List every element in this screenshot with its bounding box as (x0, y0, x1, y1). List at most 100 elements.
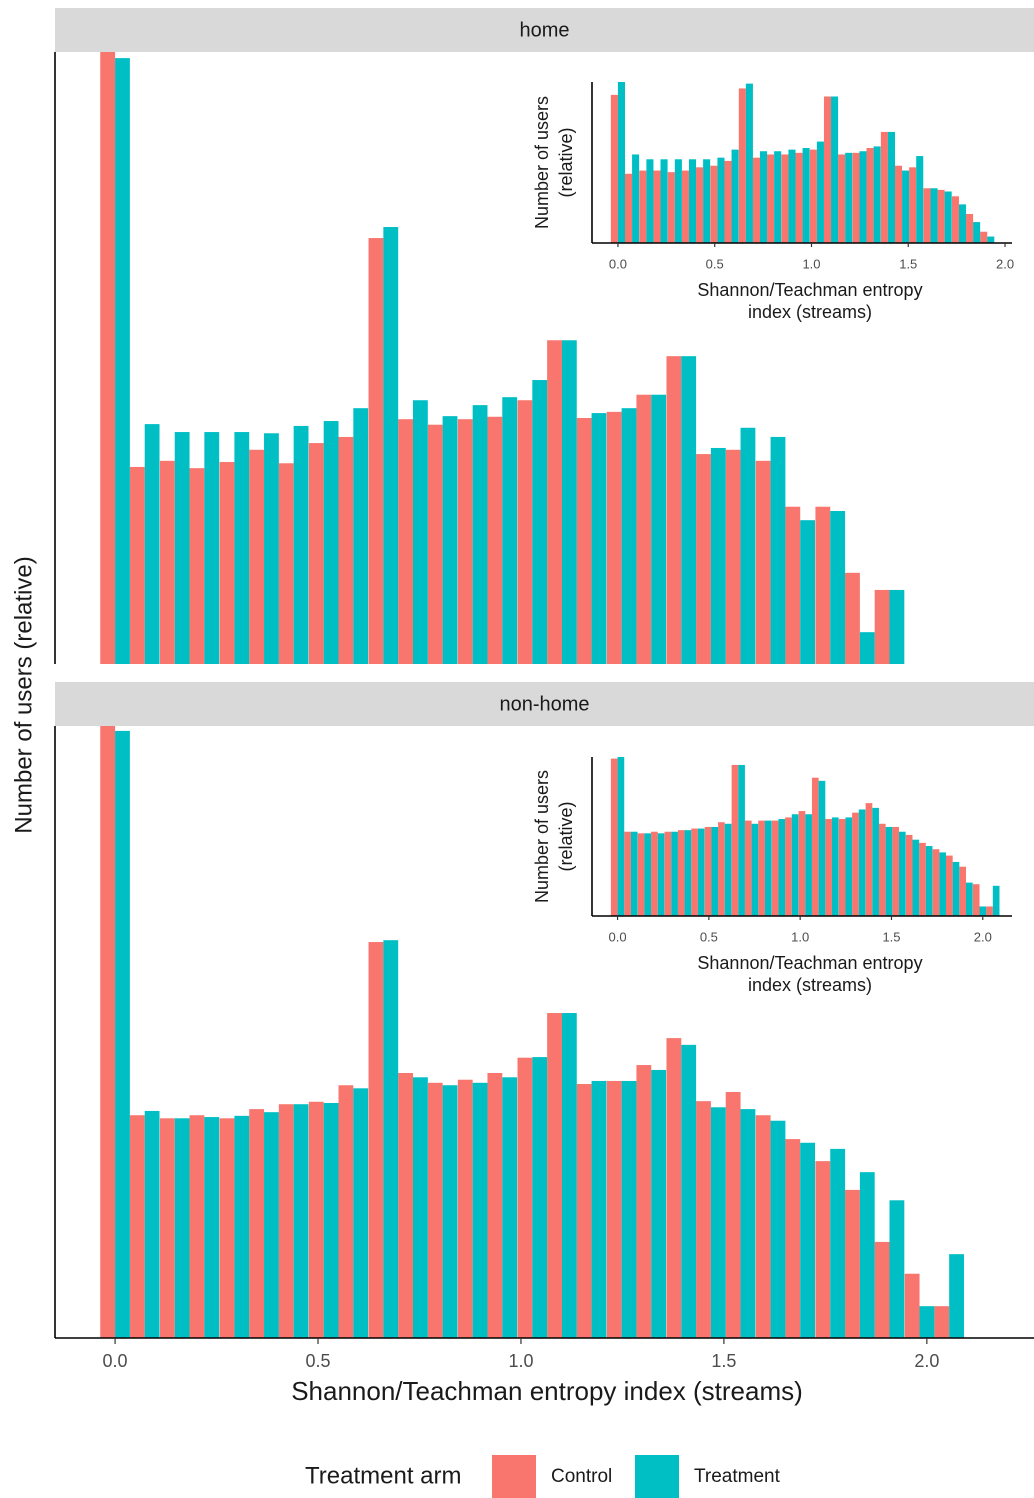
bar (785, 506, 801, 664)
bar (889, 1200, 905, 1338)
bar (845, 572, 860, 664)
x-tick-label: 0.0 (609, 256, 627, 271)
bar (731, 764, 739, 916)
legend-title: Treatment arm (305, 1462, 461, 1489)
bar (664, 831, 672, 916)
bar (774, 151, 782, 243)
bar (825, 819, 832, 916)
bar (874, 1241, 890, 1338)
bar (738, 764, 745, 916)
bar (688, 159, 697, 243)
bar (788, 149, 796, 243)
bar (606, 1080, 622, 1338)
bar (667, 172, 675, 243)
bar (234, 432, 250, 664)
bar (561, 1013, 577, 1338)
bar (646, 159, 654, 243)
bar (636, 394, 652, 664)
bar (905, 834, 913, 916)
x-tick-label: 1.0 (802, 256, 820, 271)
bar (100, 52, 116, 664)
bar (966, 214, 974, 243)
bar (815, 506, 831, 664)
x-tick-label: 0.5 (305, 1351, 330, 1371)
bar (383, 227, 399, 665)
inset-y-axis-label: Number of users (532, 96, 552, 229)
bar (859, 151, 867, 243)
bar (651, 831, 658, 916)
bar (427, 424, 443, 664)
bar (189, 468, 205, 664)
bar (591, 1080, 607, 1338)
x-tick-label: 0.0 (103, 1351, 128, 1371)
inset-y-axis-label: (relative) (556, 127, 576, 197)
bar (811, 777, 819, 916)
facet-label: non-home (499, 693, 589, 715)
bar (740, 427, 756, 664)
bar (264, 433, 279, 664)
bar (144, 1110, 160, 1338)
bar (621, 408, 637, 664)
bar (795, 152, 803, 243)
bar (751, 823, 759, 916)
x-tick-label: 2.0 (914, 1351, 939, 1371)
bar (952, 861, 960, 916)
bar (710, 447, 726, 664)
x-tick-label: 2.0 (974, 929, 992, 944)
bar (852, 812, 859, 916)
bar (637, 833, 645, 916)
bar (767, 154, 775, 243)
bar (800, 520, 816, 664)
bar (992, 885, 1000, 916)
bar (738, 88, 746, 243)
bar (923, 188, 931, 243)
x-tick-label: 1.5 (899, 256, 917, 271)
bar (278, 463, 294, 664)
bar (115, 730, 130, 1338)
bar (959, 866, 966, 916)
bar (785, 817, 792, 916)
bar (666, 1038, 682, 1338)
bar (249, 1109, 265, 1338)
bar (919, 1306, 935, 1338)
bar (625, 173, 633, 243)
bar (830, 1148, 846, 1338)
bar (770, 1120, 786, 1338)
legend-label: Control (551, 1466, 612, 1487)
bar (697, 828, 705, 916)
bar (878, 823, 886, 916)
bar (323, 421, 339, 664)
bar (710, 1107, 726, 1338)
bar (651, 1069, 667, 1338)
bar (517, 400, 533, 664)
bar (760, 151, 768, 243)
bar (681, 1044, 697, 1338)
bar (457, 419, 473, 664)
legend-swatch (635, 1455, 679, 1498)
bar (912, 839, 920, 916)
bar (129, 466, 145, 664)
bar (204, 432, 220, 664)
bar (987, 236, 995, 243)
bar (852, 152, 860, 243)
bar (831, 817, 839, 916)
bar (725, 1091, 741, 1338)
bar (338, 1085, 354, 1338)
bar (892, 826, 899, 916)
bar (904, 1273, 920, 1338)
bar (115, 58, 130, 665)
bar (895, 165, 903, 243)
bar (502, 397, 518, 664)
bar (755, 1115, 771, 1338)
bar (873, 146, 881, 243)
bar (770, 436, 786, 664)
bar (798, 811, 806, 916)
bar (174, 432, 190, 664)
bar (939, 852, 946, 916)
bar (740, 1109, 756, 1338)
bar (651, 394, 667, 664)
bar (838, 819, 846, 916)
bar (758, 820, 765, 916)
bar (949, 1254, 964, 1338)
bar (677, 830, 685, 916)
